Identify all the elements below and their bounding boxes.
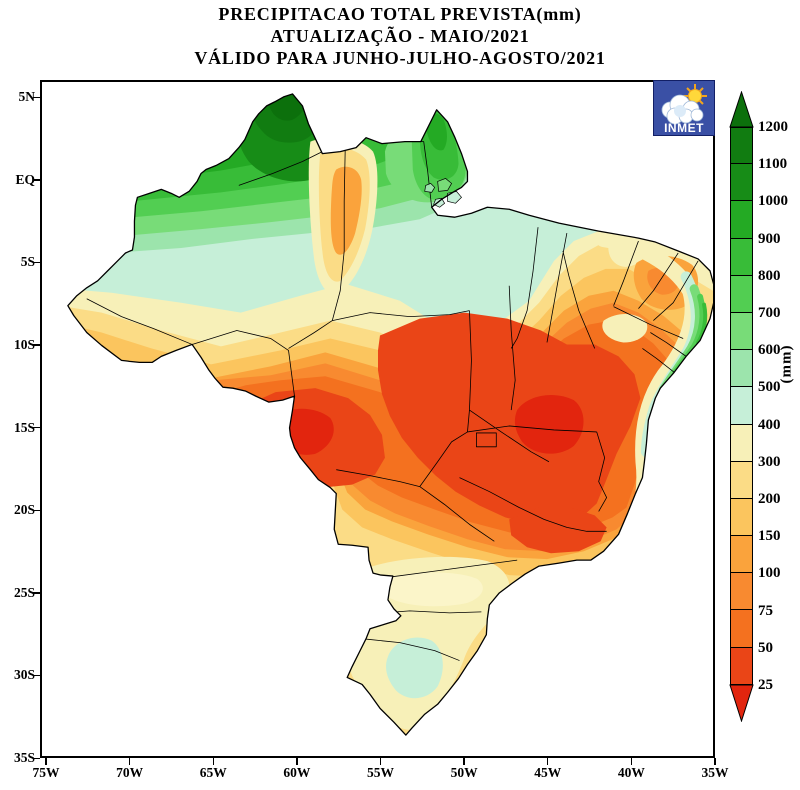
lat-tick-mark: [33, 592, 40, 594]
colorbar-tick-label: 1000: [758, 193, 788, 210]
colorbar-tick-label: 600: [758, 342, 781, 359]
colorbar-segment: [730, 536, 753, 574]
colorbar-tick-label: 800: [758, 267, 781, 284]
colorbar-unit-label: (mm): [778, 344, 795, 384]
lat-tick-label: 25S: [13, 584, 35, 600]
lon-tick-mark: [714, 758, 716, 765]
colorbar-segment: [730, 312, 753, 351]
colorbar-tick-label: 75: [758, 602, 773, 619]
colorbar-tick-label: 50: [758, 639, 773, 656]
lon-tick-label: 35W: [701, 765, 729, 780]
lon-tick-mark: [379, 758, 382, 765]
lon-tick-mark: [212, 758, 214, 765]
lon-tick-mark: [630, 758, 633, 765]
lon-tick-label: 70W: [116, 765, 144, 780]
colorbar-segment: [730, 647, 753, 685]
lon-tick-label: 75W: [32, 765, 60, 780]
colorbar-segment: [730, 610, 753, 648]
lon-tick-label: 50W: [450, 765, 478, 780]
colorbar-segment: [730, 238, 753, 276]
lat-tick-mark: [33, 344, 40, 346]
distrito-federal-border: [476, 432, 497, 448]
lat-tick-label: 35S: [13, 750, 35, 765]
colorbar-segment: [730, 573, 753, 611]
lat-tick-mark: [33, 427, 40, 429]
page-title: PRECIPITACAO TOTAL PREVISTA(mm): [218, 4, 582, 24]
lat-tick-label: 20S: [13, 502, 35, 518]
colorbar-tick-label: 900: [758, 230, 781, 247]
colorbar-segment: [730, 461, 753, 499]
colorbar-arrow-bottom: [729, 684, 754, 722]
lat-tick-mark: [33, 96, 40, 98]
inmet-logo: INMET: [653, 80, 715, 136]
colorbar-segment: [730, 387, 753, 425]
lat-tick-label: 15S: [13, 419, 35, 435]
lon-tick-mark: [463, 758, 465, 765]
lat-tick-mark: [33, 179, 40, 181]
lon-tick-label: 55W: [367, 765, 394, 780]
state-borders: [86, 141, 699, 661]
colorbar-segments: [730, 127, 753, 685]
colorbar-tick-label: 200: [758, 491, 781, 507]
page-subtitle-valid: VÁLIDO PARA JUNHO-JULHO-AGOSTO/2021: [194, 48, 606, 68]
colorbar-segment: [730, 127, 753, 165]
colorbar-tick-label: 150: [758, 528, 781, 545]
lat-tick-mark: [33, 757, 40, 759]
colorbar-segment: [730, 164, 753, 202]
colorbar-arrow-top: [729, 91, 754, 128]
lon-tick-label: 65W: [199, 765, 227, 780]
colorbar-segment: [730, 275, 753, 313]
lon-tick-label: 40W: [617, 765, 645, 780]
colorbar-tick-label: 1200: [758, 119, 788, 135]
colorbar-segment: [730, 350, 753, 388]
delta-islands: [424, 178, 462, 208]
lon-tick-mark: [296, 758, 298, 765]
colorbar-tick-label: 100: [758, 565, 781, 582]
brazil-outline: [67, 93, 713, 736]
colorbar-tick-label: 1100: [758, 156, 788, 173]
inmet-logo-label: INMET: [664, 121, 704, 135]
lon-tick-label: 60W: [283, 765, 311, 780]
colorbar-tick-label: 25: [758, 677, 773, 693]
precipitation-field: [67, 93, 713, 736]
colorbar-segment: [730, 498, 753, 537]
lat-tick-label: 5S: [20, 254, 35, 270]
lat-tick-label: EQ: [15, 171, 35, 187]
lat-tick-mark: [33, 674, 40, 677]
lat-tick-label: 10S: [13, 336, 35, 352]
sun-core: [688, 89, 702, 103]
map-frame: INMET: [40, 80, 715, 758]
lat-tick-label: 30S: [13, 667, 35, 683]
page-subtitle-update: ATUALIZAÇÃO - MAIO/2021: [270, 26, 530, 46]
colorbar-tick-label: 500: [758, 379, 781, 396]
lat-tick-mark: [33, 261, 40, 264]
lon-tick-mark: [128, 758, 131, 765]
lat-tick-mark: [33, 509, 40, 512]
colorbar-segment: [730, 424, 753, 462]
colorbar-tick-label: 400: [758, 416, 781, 433]
brazil-precipitation-map: [67, 93, 713, 736]
lon-tick-label: 45W: [534, 765, 562, 780]
lon-tick-mark: [547, 758, 549, 765]
lat-tick-label: 5N: [18, 89, 36, 104]
colorbar-tick-label: 300: [758, 453, 781, 470]
lon-tick-mark: [45, 758, 47, 765]
inmet-logo-art: [661, 84, 707, 125]
colorbar-tick-label: 700: [758, 305, 781, 321]
colorbar-segment: [730, 201, 753, 239]
